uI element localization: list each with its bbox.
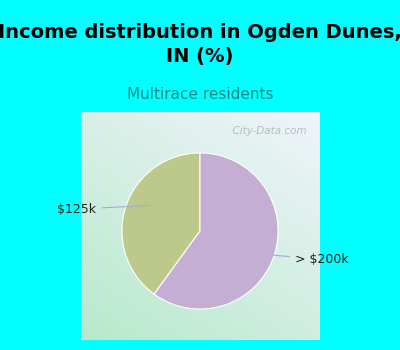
- Text: Multirace residents: Multirace residents: [127, 87, 273, 101]
- Text: City-Data.com: City-Data.com: [226, 126, 307, 136]
- Wedge shape: [154, 153, 278, 309]
- Text: > $200k: > $200k: [272, 253, 349, 266]
- Text: Income distribution in Ogden Dunes,
IN (%): Income distribution in Ogden Dunes, IN (…: [0, 23, 400, 65]
- Text: $125k: $125k: [57, 203, 150, 216]
- Wedge shape: [122, 153, 200, 294]
